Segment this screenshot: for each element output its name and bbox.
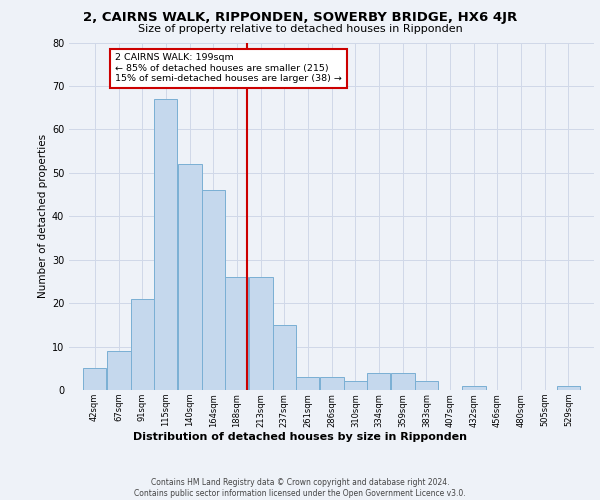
Bar xyxy=(107,351,131,390)
Bar xyxy=(320,377,344,390)
Bar xyxy=(557,386,580,390)
Bar xyxy=(391,372,415,390)
Bar xyxy=(131,299,154,390)
Bar xyxy=(415,382,438,390)
Bar xyxy=(178,164,202,390)
Bar xyxy=(272,325,296,390)
Text: 2, CAIRNS WALK, RIPPONDEN, SOWERBY BRIDGE, HX6 4JR: 2, CAIRNS WALK, RIPPONDEN, SOWERBY BRIDG… xyxy=(83,12,517,24)
Text: Size of property relative to detached houses in Ripponden: Size of property relative to detached ho… xyxy=(137,24,463,34)
Text: Contains HM Land Registry data © Crown copyright and database right 2024.
Contai: Contains HM Land Registry data © Crown c… xyxy=(134,478,466,498)
Text: 2 CAIRNS WALK: 199sqm
← 85% of detached houses are smaller (215)
15% of semi-det: 2 CAIRNS WALK: 199sqm ← 85% of detached … xyxy=(115,54,342,83)
Bar xyxy=(154,99,177,390)
Text: Distribution of detached houses by size in Ripponden: Distribution of detached houses by size … xyxy=(133,432,467,442)
Bar xyxy=(463,386,486,390)
Bar xyxy=(225,277,248,390)
Bar xyxy=(83,368,106,390)
Bar xyxy=(202,190,225,390)
Bar xyxy=(344,382,367,390)
Bar xyxy=(367,372,391,390)
Y-axis label: Number of detached properties: Number of detached properties xyxy=(38,134,47,298)
Bar xyxy=(296,377,319,390)
Bar xyxy=(249,277,272,390)
